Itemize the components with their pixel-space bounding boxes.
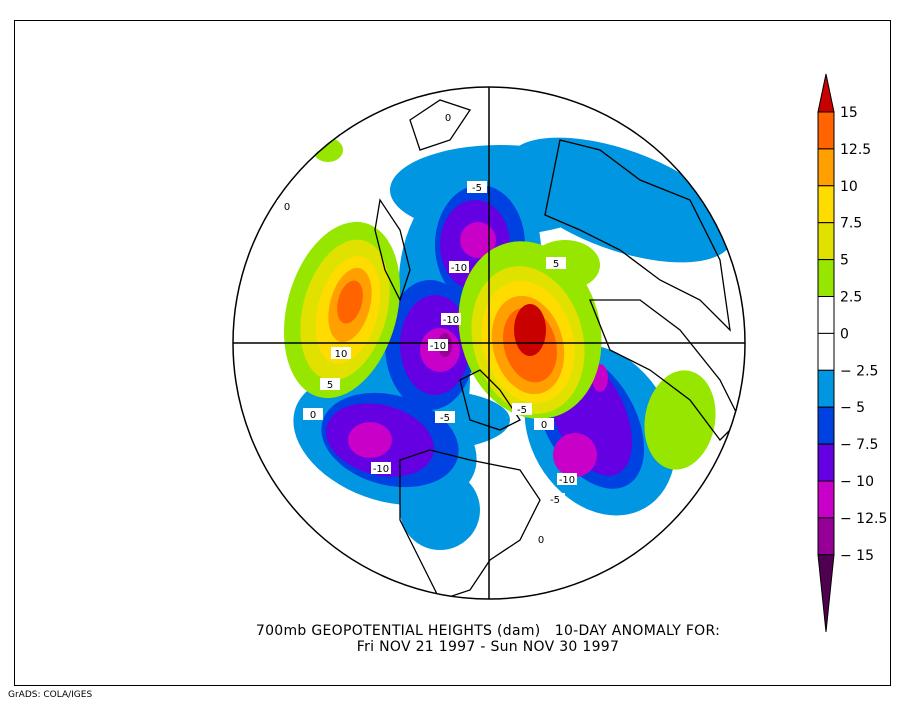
colorbar-label: 15 [840,105,858,121]
colorbar-label: 5 [840,253,849,269]
anomaly-region [514,304,546,356]
colorbar-label: 10 [840,179,858,195]
contour-label: 0 [534,418,554,431]
anomaly-region [337,280,363,324]
svg-text:-10: -10 [451,263,467,274]
colorbar-swatch [817,480,835,519]
coastline [459,369,521,431]
colorbar-label: − 12.5 [840,511,887,527]
colorbar-label: − 5 [840,400,865,416]
svg-text:5: 5 [553,259,559,270]
colorbar-swatch [817,185,835,224]
coastline [374,198,411,302]
contour-label: 5 [546,257,566,270]
colorbar-swatch [817,296,835,334]
coastline [399,449,541,599]
contour-label: 0 [277,200,297,213]
colorbar-swatch [817,259,835,298]
colorbar-swatch [817,517,835,556]
contour-label: -5 [467,181,487,194]
svg-text:0: 0 [284,202,290,213]
anomaly-region [313,138,343,162]
svg-text:-5: -5 [472,183,482,194]
svg-text:-10: -10 [559,475,575,486]
anomaly-region [348,422,392,458]
colorbar-swatch [817,111,835,150]
contour-label: 5 [320,378,340,391]
svg-text:0: 0 [541,420,547,431]
colorbar-swatch [817,332,835,371]
svg-text:-5: -5 [517,405,527,416]
anomaly-region [400,470,480,550]
svg-text:0: 0 [445,113,451,124]
colorbar-arrow-bottom [817,554,835,633]
contour-label: 10 [331,347,351,360]
coastline [544,139,731,332]
colorbar-swatch [817,443,835,482]
contour-label: -10 [428,339,448,352]
colorbar-label: − 7.5 [840,437,878,453]
contour-label: 0 [438,111,458,124]
colorbar-swatch [817,406,835,445]
svg-text:-10: -10 [373,464,389,475]
credit-text: GrADS: COLA/IGES [8,690,93,700]
contour-label: -10 [371,462,391,475]
anomaly-region [644,370,716,470]
svg-text:-5: -5 [440,413,450,424]
contour-label: -10 [449,261,469,274]
svg-text:-5: -5 [550,495,560,506]
contour-label: -5 [512,403,532,416]
anomaly-field [283,137,735,550]
contour-label: -10 [557,473,577,486]
colorbar-arrow-top [817,73,835,113]
colorbar-label: − 2.5 [840,363,878,379]
contour-label: 0 [303,408,323,421]
colorbar: 15 12.5 10 7.5 5 2.5 0 − 2.5 − 5 − 7.5 − 10 − 12.5 −… [817,73,887,633]
anomaly-region [553,433,597,477]
colorbar-label: 7.5 [840,216,862,232]
anomaly-region [505,137,735,263]
contour-label: -5 [545,493,565,506]
svg-text:0: 0 [310,410,316,421]
colorbar-label: − 10 [840,474,874,490]
colorbar-label: 2.5 [840,290,862,306]
anomaly-region [460,222,496,258]
svg-text:-10: -10 [430,341,446,352]
coastline [409,99,472,151]
svg-text:-10: -10 [443,315,459,326]
colorbar-label: − 15 [840,548,874,564]
contour-label: -10 [441,313,461,326]
title-line-1: 700mb GEOPOTENTIAL HEIGHTS (dam) 10-DAY … [255,623,721,639]
plot-frame [14,20,891,686]
title-line-2: Fri NOV 21 1997 - Sun NOV 30 1997 [356,639,620,655]
svg-text:5: 5 [327,380,333,391]
svg-text:0: 0 [538,535,544,546]
contour-label: -5 [435,411,455,424]
colorbar-label: 0 [840,326,849,342]
colorbar-label: 12.5 [840,142,871,158]
colorbar-swatch [817,369,835,408]
contour-label: 0 [531,533,551,546]
colorbar-swatch [817,222,835,261]
colorbar-swatch [817,148,835,187]
svg-text:10: 10 [335,349,348,360]
